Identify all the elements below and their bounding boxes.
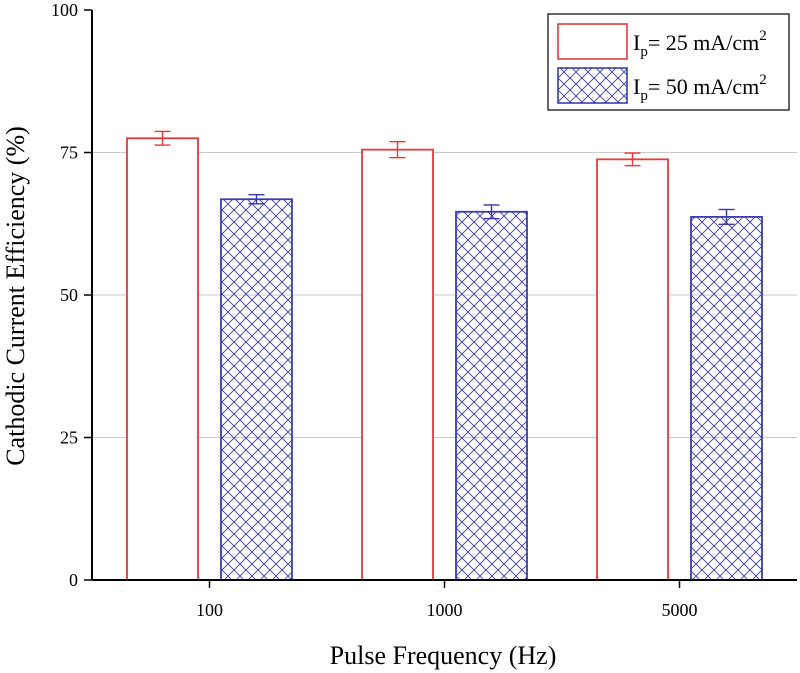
- bar-series-2-1000: [455, 210, 528, 581]
- x-axis-title: Pulse Frequency (Hz): [330, 641, 557, 670]
- gridlines: [92, 152, 797, 438]
- legend-label-1: Ip= 25 mA/cm2: [633, 28, 767, 60]
- x-tick-label: 100: [196, 600, 223, 620]
- bar-series-1-1000: [361, 148, 434, 581]
- legend-label-2: Ip= 50 mA/cm2: [633, 72, 767, 104]
- y-tick-label: 75: [60, 143, 78, 163]
- bar-series-2-100: [220, 198, 293, 581]
- legend: Ip= 25 mA/cm2 Ip= 50 mA/cm2: [547, 13, 790, 111]
- bar-series-1-100: [126, 137, 199, 581]
- axes: 0 25 50 75 100 100 1000 5000: [51, 0, 797, 620]
- legend-entry-1: Ip= 25 mA/cm2: [557, 23, 767, 60]
- bars: [126, 137, 763, 581]
- y-axis-title: Cathodic Current Efficiency (%): [1, 126, 30, 466]
- error-bars: [154, 130, 735, 226]
- y-tick-label: 100: [51, 0, 78, 20]
- y-tick-label: 25: [60, 428, 78, 448]
- bar-series-2-5000: [690, 216, 763, 581]
- legend-entry-2: Ip= 50 mA/cm2: [557, 67, 767, 104]
- legend-swatch-1: [557, 23, 628, 60]
- x-tick-label: 5000: [662, 600, 698, 620]
- y-tick-label: 0: [69, 570, 78, 590]
- x-tick-label: 1000: [427, 600, 463, 620]
- bar-series-1-5000: [596, 158, 669, 581]
- legend-swatch-2: [557, 67, 628, 104]
- y-tick-label: 50: [60, 285, 78, 305]
